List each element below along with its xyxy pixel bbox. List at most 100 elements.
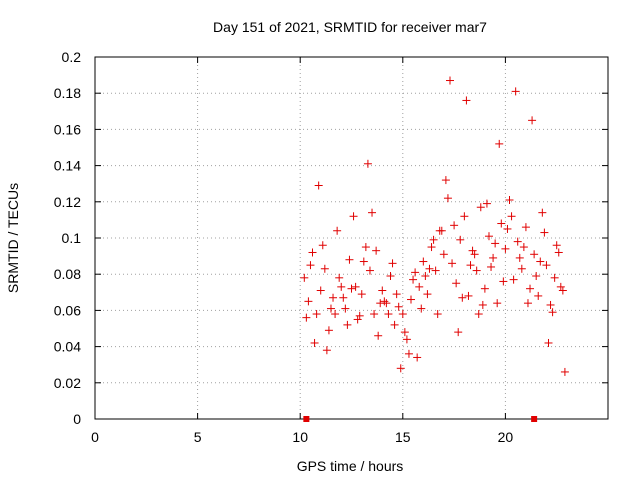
data-point [452, 279, 461, 288]
data-point [487, 262, 496, 271]
data-point [425, 264, 434, 273]
data-point [400, 328, 409, 337]
data-point [499, 277, 508, 286]
data-point [372, 246, 381, 255]
data-point [550, 273, 559, 282]
data-point [329, 293, 338, 302]
data-point [306, 261, 315, 270]
grid [95, 57, 608, 419]
data-point [341, 304, 350, 313]
data-point [554, 248, 563, 257]
data-point [534, 291, 543, 300]
data-point [478, 300, 487, 309]
data-point [339, 293, 348, 302]
data-point [394, 302, 403, 311]
data-point [511, 87, 520, 96]
data-point [392, 290, 401, 299]
data-point [370, 310, 379, 319]
data-point [308, 248, 317, 257]
data-point [402, 335, 411, 344]
y-tick-label: 0 [73, 411, 81, 427]
data-point [456, 235, 465, 244]
data-point [404, 349, 413, 358]
data-point [482, 199, 491, 208]
data-point [316, 286, 325, 295]
data-point [427, 243, 436, 252]
data-point [396, 364, 405, 373]
data-point [411, 268, 420, 277]
x-tick-label: 5 [194, 429, 202, 445]
data-point [320, 264, 329, 273]
data-point [302, 313, 311, 322]
data-point [443, 194, 452, 203]
data-point [331, 310, 340, 319]
data-point [491, 239, 500, 248]
y-tick-label: 0.12 [54, 194, 81, 210]
data-points [300, 76, 569, 376]
data-point [388, 259, 397, 268]
data-point [333, 226, 342, 235]
data-point [423, 290, 432, 299]
data-point [509, 275, 518, 284]
data-point [521, 223, 530, 232]
data-point [448, 259, 457, 268]
data-point [480, 284, 489, 293]
data-point [398, 310, 407, 319]
data-point [528, 116, 537, 125]
y-tick-label: 0.16 [54, 121, 81, 137]
data-point [351, 282, 360, 291]
data-point [503, 224, 512, 233]
x-tick-label: 20 [498, 429, 514, 445]
data-point [337, 282, 346, 291]
data-point [523, 299, 532, 308]
data-point [560, 367, 569, 376]
data-point [361, 243, 370, 252]
data-point [532, 272, 541, 281]
data-point [419, 257, 428, 266]
data-point [466, 261, 475, 270]
data-point [409, 275, 418, 284]
data-point [454, 328, 463, 337]
data-point [365, 266, 374, 275]
data-point [322, 346, 331, 355]
data-point [495, 139, 504, 148]
x-axis-label: GPS time / hours [297, 458, 404, 474]
data-point [324, 326, 333, 335]
data-point [417, 304, 426, 313]
data-point [460, 212, 469, 221]
data-point [326, 304, 335, 313]
data-point [368, 208, 377, 217]
y-axis-label: SRMTID / TECUs [5, 183, 21, 293]
data-point [470, 250, 479, 259]
y-tick-label: 0.04 [54, 339, 81, 355]
y-tick-label: 0.06 [54, 302, 81, 318]
data-point [355, 311, 364, 320]
y-tick-label: 0.1 [62, 230, 82, 246]
data-point [474, 310, 483, 319]
data-point [526, 284, 535, 293]
axis-markers [303, 416, 538, 422]
data-point [374, 331, 383, 340]
data-point [484, 232, 493, 241]
data-point [415, 282, 424, 291]
data-point [493, 299, 502, 308]
data-point [384, 310, 393, 319]
data-point [515, 253, 524, 262]
data-point [517, 264, 526, 273]
data-point [497, 219, 506, 228]
data-point [429, 235, 438, 244]
chart-title: Day 151 of 2021, SRMTID for receiver mar… [213, 19, 487, 35]
data-point [357, 290, 366, 299]
data-point [413, 353, 422, 362]
data-point [552, 241, 561, 250]
data-point [347, 284, 356, 293]
data-point [439, 250, 448, 259]
data-point [345, 255, 354, 264]
y-tick-label: 0.18 [54, 85, 81, 101]
data-point [530, 250, 539, 259]
data-point [343, 320, 352, 329]
data-point [363, 159, 372, 168]
data-point [431, 266, 440, 275]
data-point [542, 261, 551, 270]
